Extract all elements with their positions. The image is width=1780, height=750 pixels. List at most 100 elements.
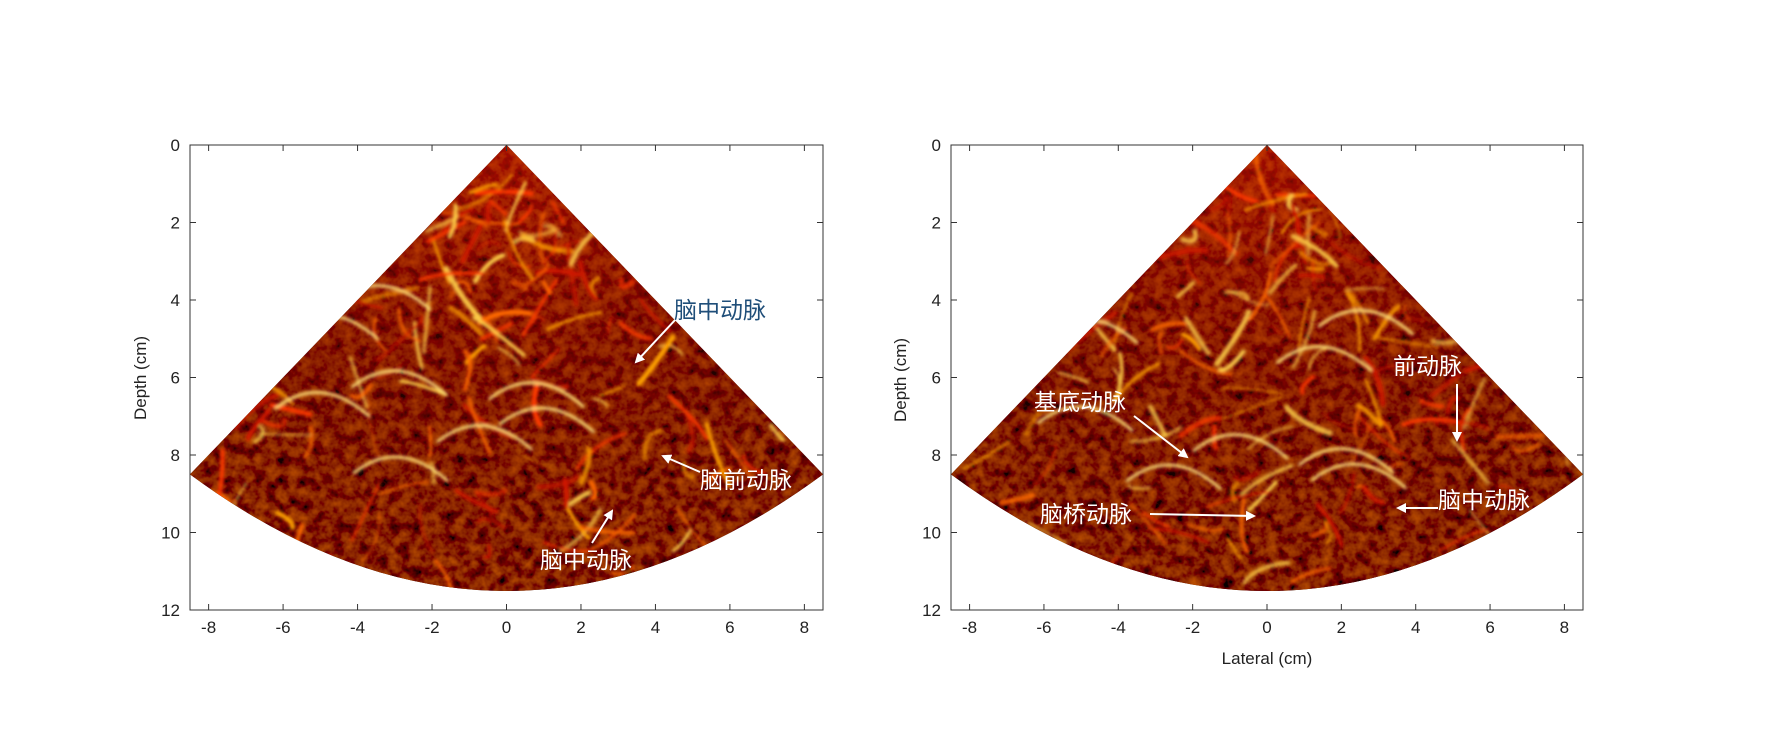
y-tick-label: 6: [932, 369, 941, 388]
vessel-strand: [428, 425, 433, 457]
major-vessel: [498, 406, 595, 434]
vessel-strand: [1305, 266, 1325, 271]
vessel-strand: [269, 402, 313, 417]
vessel-strand: [1364, 378, 1384, 427]
major-vessel: [436, 423, 533, 451]
vessel-strand: [426, 220, 467, 244]
vessel-strand: [1113, 351, 1124, 402]
vessel-strand: [618, 320, 654, 341]
left-ultrasound-panel: -8 -6 -4 -2 0 2 4 6 8 0 2 4 6 8 10 12 Depth (cm) 脑中动脉 脑…: [131, 136, 824, 637]
vessel-strand: [422, 285, 432, 354]
major-vessel: [1310, 462, 1407, 490]
vessel-strand: [1263, 293, 1291, 339]
x-tick-label: -2: [1185, 618, 1200, 637]
x-tick-label: -4: [350, 618, 365, 637]
vessel-strand: [1179, 228, 1199, 244]
vessel-strand: [1224, 195, 1232, 217]
vessel-strand: [567, 490, 592, 507]
vessel-strand: [379, 480, 430, 496]
vessel-strand: [886, 564, 910, 588]
vessel-strand: [1233, 470, 1261, 483]
vessel-strand: [245, 408, 272, 441]
vessel-strand: [1175, 280, 1195, 299]
vessel-strand: [1389, 462, 1404, 472]
x-tick-label: 0: [502, 618, 511, 637]
x-tick-label: -4: [1111, 618, 1126, 637]
vessel-strand: [431, 236, 451, 284]
vessel-strand: [898, 582, 911, 620]
vessel-strand: [541, 279, 553, 296]
major-vessel: [351, 369, 448, 396]
vessel-strand: [1378, 336, 1440, 349]
right-annotation-pontine: 脑桥动脉: [1040, 502, 1132, 528]
vessel-strand: [543, 223, 563, 238]
y-tick-label: 4: [932, 291, 941, 310]
vessel-strand: [497, 346, 521, 367]
vessel-strand: [1264, 214, 1275, 256]
vessel-strand: [577, 259, 599, 301]
vessel-strand: [1494, 432, 1544, 440]
vessel-strand: [1297, 295, 1311, 352]
vessel-strand: [1221, 387, 1283, 395]
left-arrow-mca-lower: [591, 509, 614, 544]
vessel-strand: [462, 349, 473, 392]
vessel-strand: [518, 228, 558, 238]
vessel-strand: [657, 343, 684, 356]
vessel-strand: [472, 316, 526, 357]
vessel-strand: [552, 229, 557, 255]
right-axis-ticks: -8 -6 -4 -2 0 2 4 6 8 0 2 4 6 8 10 12: [922, 136, 1583, 637]
vessel-strand: [524, 262, 550, 286]
vessel-strand: [1268, 263, 1298, 295]
vessel-strand: [350, 482, 381, 542]
vessel-strand: [507, 251, 532, 268]
right-y-axis-label: Depth (cm): [891, 338, 910, 422]
vessel-strand: [1157, 331, 1164, 355]
vessel-strand: [1328, 209, 1342, 240]
vessel-strand: [1358, 416, 1410, 459]
right-x-axis-label: Lateral (cm): [1222, 649, 1313, 668]
vessel-strand: [473, 253, 506, 284]
vessel-strand: [1290, 204, 1301, 250]
y-tick-label: 10: [161, 524, 180, 543]
vessel-strand: [456, 280, 473, 294]
vessel-strand: [1397, 307, 1426, 322]
x-tick-label: 8: [800, 618, 809, 637]
vessel-strand: [1329, 241, 1383, 270]
vessel-strand: [704, 421, 732, 488]
vessel-strand: [433, 558, 453, 592]
major-vessel: [1317, 308, 1414, 336]
vessel-strand: [418, 271, 485, 282]
vessel-strand: [476, 517, 507, 530]
vessel-strand: [1142, 511, 1171, 529]
vessel-strand: [1283, 404, 1333, 436]
right-ultrasound-panel: -8 -6 -4 -2 0 2 4 6 8 0 2 4 6 8 10 12 Depth (cm) Latera…: [886, 136, 1584, 668]
right-annotation-mca: 脑中动脉: [1438, 488, 1530, 514]
vessel-strand: [1127, 483, 1151, 490]
vessel-strand: [1438, 528, 1488, 553]
vessel-strand: [768, 423, 786, 442]
y-tick-label: 0: [932, 136, 941, 155]
vessel-strand: [1353, 406, 1362, 437]
vessel-strand: [1112, 292, 1133, 354]
x-tick-label: -6: [276, 618, 291, 637]
major-vessel: [1298, 447, 1395, 474]
vessel-strand: [530, 347, 560, 378]
vessel-strand: [510, 279, 529, 292]
vessel-strand: [1186, 259, 1201, 284]
vessel-strand: [1299, 374, 1316, 395]
vessel-strand: [1323, 412, 1377, 431]
vessel-strand: [535, 268, 582, 277]
vessel-strand: [473, 189, 534, 196]
vessel-strand: [1165, 338, 1184, 350]
vessel-strand: [546, 310, 603, 332]
vessel-strand: [482, 543, 492, 559]
vessel-strand: [1433, 420, 1490, 431]
vessel-strand: [1239, 497, 1250, 555]
vessel-strand: [349, 382, 374, 400]
vessel-strand: [360, 512, 381, 563]
vessel-strand: [1315, 502, 1344, 548]
vessel-strand: [513, 444, 558, 467]
vessel-strand: [562, 477, 570, 509]
vessel-strand: [1361, 484, 1386, 505]
